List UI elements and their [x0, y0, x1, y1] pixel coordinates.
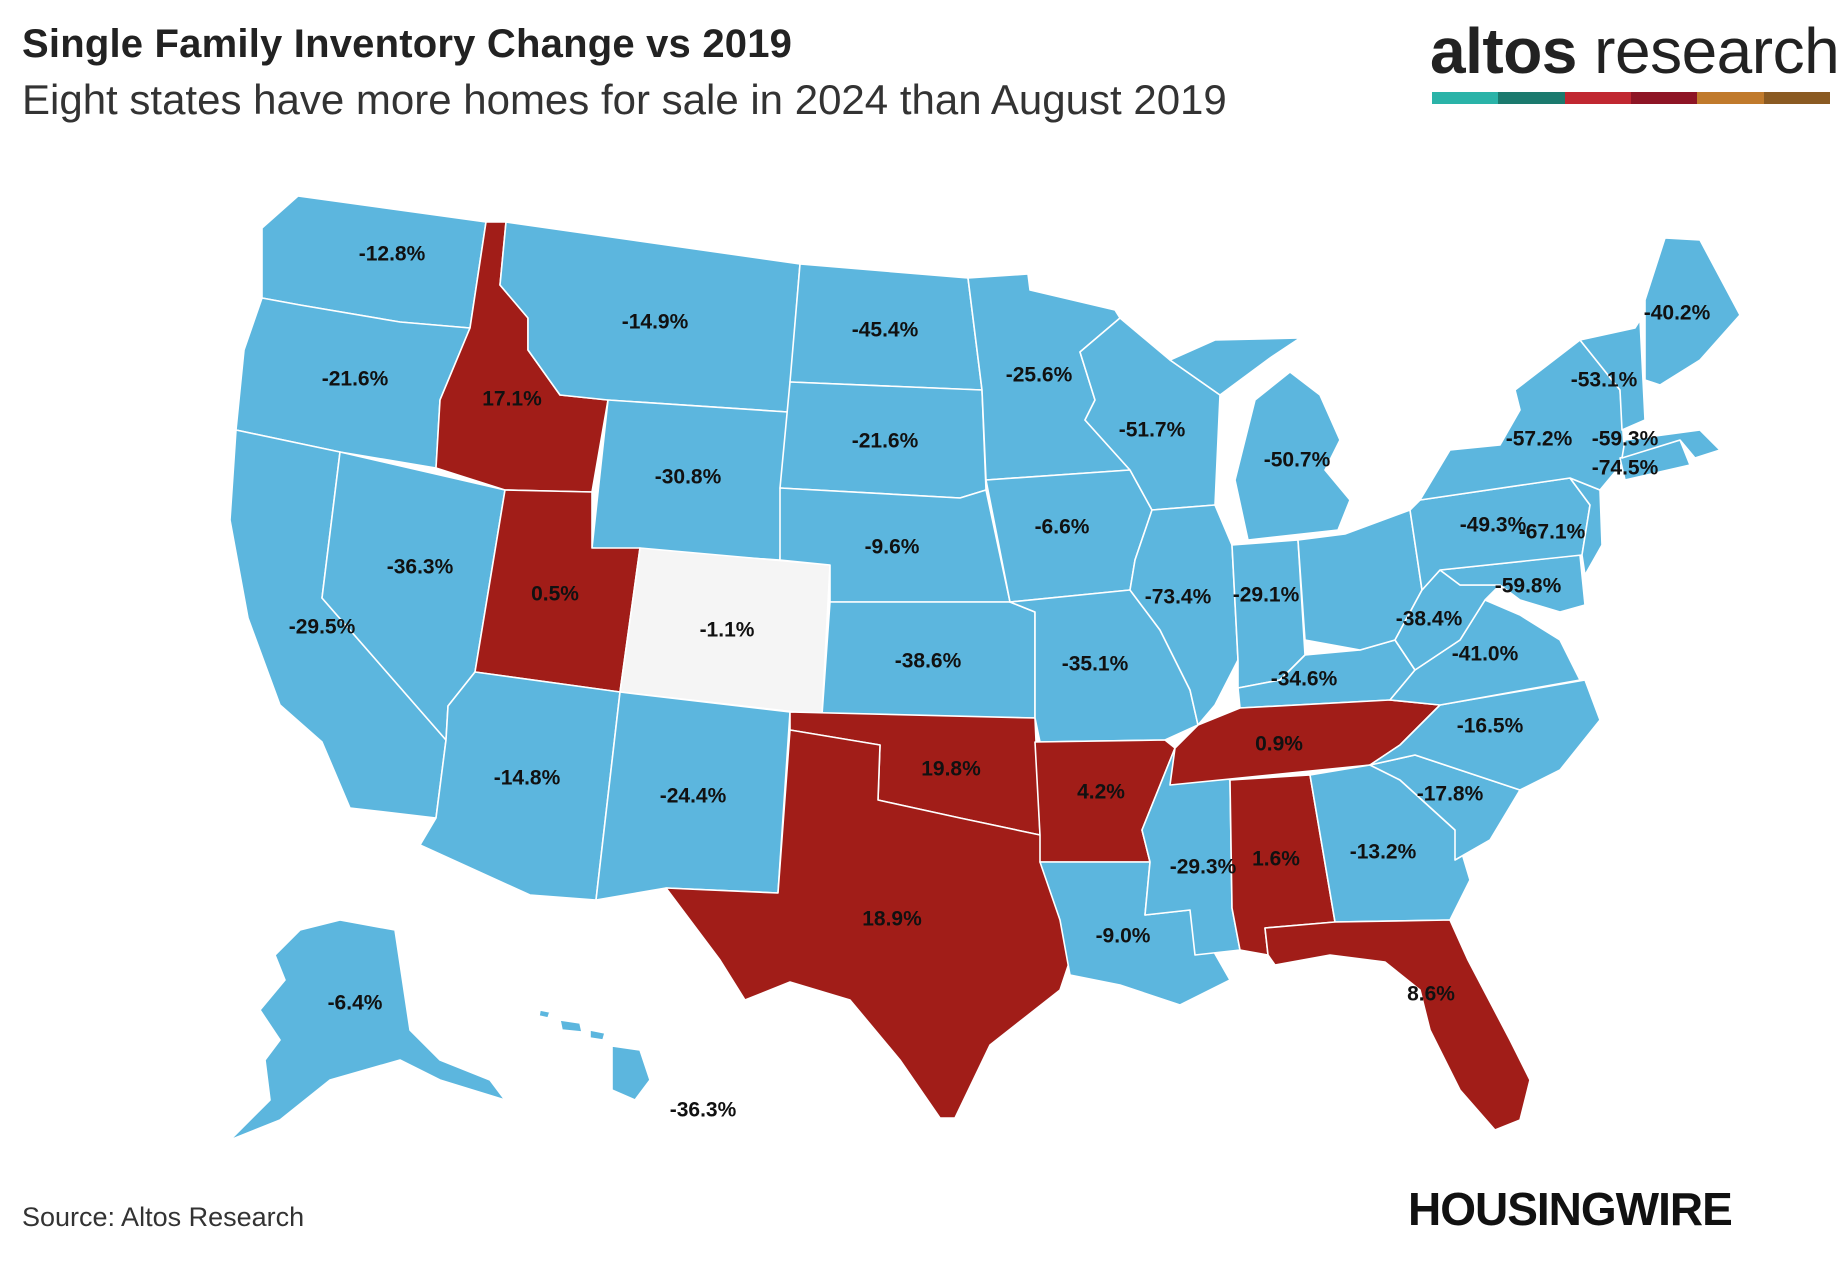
state-ak: [229, 919, 506, 1141]
state-label-tn: 0.9%: [1255, 733, 1303, 756]
brand-bar-segment: [1498, 92, 1565, 104]
state-label-in: -29.1%: [1233, 584, 1300, 607]
brand-bar-segment: [1630, 92, 1698, 104]
state-label-nm: -24.4%: [660, 785, 727, 808]
state-label-ar: 4.2%: [1077, 781, 1125, 804]
state-label-hi: -36.3%: [670, 1099, 737, 1122]
state-label-mi: -50.7%: [1264, 449, 1331, 472]
state-label-ny: -57.2%: [1506, 428, 1573, 451]
state-hi: [538, 1009, 651, 1101]
chart-subtitle: Eight states have more homes for sale in…: [22, 76, 1227, 123]
state-label-ma: -59.3%: [1592, 428, 1659, 451]
state-label-wy: -30.8%: [655, 466, 722, 489]
state-label-mt: -14.9%: [622, 311, 689, 334]
state-shapes: [229, 195, 1741, 1141]
state-label-sd: -21.6%: [852, 430, 919, 453]
brand-name: altos research: [1430, 14, 1840, 88]
state-label-nh: -53.1%: [1571, 369, 1638, 392]
state-fl: [1264, 919, 1531, 1131]
state-label-sc: -17.8%: [1417, 783, 1484, 806]
state-label-mo: -35.1%: [1062, 653, 1129, 676]
brand-color-bar: [1432, 92, 1830, 104]
state-label-nd: -45.4%: [852, 319, 919, 342]
state-label-az: -14.8%: [494, 767, 561, 790]
state-label-tx: 18.9%: [862, 908, 922, 931]
brand-bar-segment: [1763, 92, 1830, 104]
state-label-co: -1.1%: [700, 619, 755, 642]
state-nc: [1369, 679, 1601, 791]
state-label-wa: -12.8%: [359, 243, 426, 266]
brand-name-bold: altos: [1430, 15, 1577, 87]
state-label-nj: -67.1%: [1519, 521, 1586, 544]
state-label-fl: 8.6%: [1407, 983, 1455, 1006]
chart-title: Single Family Inventory Change vs 2019: [22, 22, 793, 66]
state-label-wv: -38.4%: [1396, 608, 1463, 631]
state-label-id: 17.1%: [482, 388, 542, 411]
brand-bar-segment: [1697, 92, 1764, 104]
state-label-va: -41.0%: [1452, 643, 1519, 666]
state-label-ok: 19.8%: [921, 758, 981, 781]
state-label-ms: -29.3%: [1170, 856, 1237, 879]
housingwire-logo: HOUSINGWIRE: [1408, 1183, 1733, 1235]
state-label-mn: -25.6%: [1006, 364, 1073, 387]
state-label-ne: -9.6%: [865, 536, 920, 559]
state-label-il: -73.4%: [1145, 586, 1212, 609]
state-label-or: -21.6%: [322, 368, 389, 391]
state-me: [1644, 237, 1741, 386]
source-note: Source: Altos Research: [22, 1202, 305, 1232]
state-tx: [665, 729, 1071, 1119]
state-nh: [1579, 319, 1646, 431]
brand-bar-segment: [1432, 92, 1499, 104]
state-label-ky: -34.6%: [1271, 668, 1338, 691]
state-label-la: -9.0%: [1096, 925, 1151, 948]
state-label-me: -40.2%: [1644, 302, 1711, 325]
state-label-nv: -36.3%: [387, 556, 454, 579]
state-ma: [1621, 429, 1721, 459]
state-label-ca: -29.5%: [289, 616, 356, 639]
state-label-ct: -74.5%: [1592, 457, 1659, 480]
state-label-nc: -16.5%: [1457, 715, 1524, 738]
state-label-ut: 0.5%: [531, 583, 579, 606]
state-value-labels: -12.8% -21.6% -29.5% -36.3% 17.1% -14.9% -30.8…: [289, 243, 1711, 1122]
state-label-ks: -38.6%: [895, 650, 962, 673]
brand-bar-segment: [1564, 92, 1631, 104]
brand-name-light: research: [1576, 15, 1840, 87]
state-label-al: 1.6%: [1252, 848, 1300, 871]
state-mi: [1169, 337, 1351, 541]
state-label-wi: -51.7%: [1119, 419, 1186, 442]
state-md: [1439, 554, 1586, 613]
state-label-md: -59.8%: [1495, 575, 1562, 598]
state-label-ak: -6.4%: [328, 992, 383, 1015]
state-label-pa: -49.3%: [1460, 514, 1527, 537]
altos-research-logo: altos research: [1430, 14, 1840, 104]
state-label-ga: -13.2%: [1350, 841, 1417, 864]
state-label-ia: -6.6%: [1035, 516, 1090, 539]
